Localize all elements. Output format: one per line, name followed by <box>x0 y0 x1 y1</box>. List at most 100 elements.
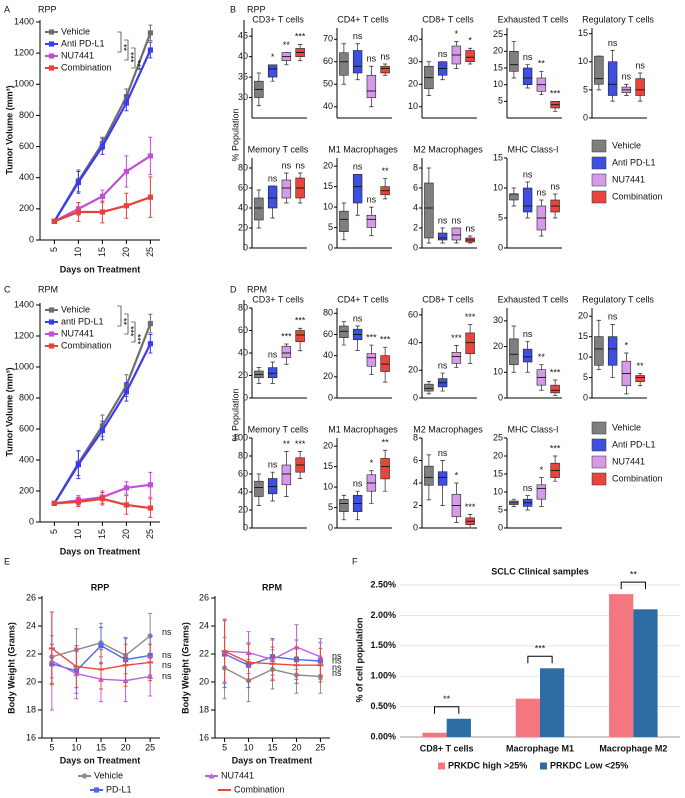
box <box>536 484 547 500</box>
x-tick-label: 20 <box>121 529 131 539</box>
y-tick-label: 40 <box>238 347 248 357</box>
y-tick-label: 100 <box>233 432 248 442</box>
significance: ns <box>353 479 363 489</box>
annotation: *** <box>133 60 143 71</box>
y-tick-label: 1200 <box>14 48 34 58</box>
y-tick-label: 8 <box>413 432 418 442</box>
marker <box>48 319 55 325</box>
marker <box>147 505 153 511</box>
y-axis-label: Tumor Volume (mm³) <box>4 85 14 174</box>
box <box>635 78 645 96</box>
significance: ns <box>353 313 363 323</box>
marker <box>99 209 105 215</box>
y-tick-label: 18 <box>26 704 36 714</box>
y-tick-label: 0 <box>413 392 418 402</box>
y-axis-label: Body Weight (Grams) <box>180 622 190 714</box>
marker <box>245 661 252 664</box>
box <box>607 61 618 96</box>
x-tick-label: 10 <box>73 247 83 257</box>
legend-label: Anti PD-L1 <box>612 157 656 167</box>
marker <box>93 787 100 793</box>
box <box>295 330 305 343</box>
y-tick-label: 0 <box>498 242 503 252</box>
marker <box>48 307 55 313</box>
significance: *** <box>465 312 476 322</box>
marker <box>98 643 104 649</box>
y-tick-label: 5 <box>583 372 588 382</box>
annotation: ns <box>162 671 172 681</box>
x-tick-label: 5 <box>49 247 59 252</box>
annotation: ns <box>332 663 342 673</box>
y-axis-label: % Population <box>230 108 240 161</box>
x-axis-label: Days on Treatment <box>60 546 141 556</box>
y-tick-label: 30 <box>238 92 248 102</box>
significance: ns <box>608 312 618 322</box>
annotation: ns <box>162 660 172 670</box>
y-axis-label: % of cell population <box>354 618 364 703</box>
x-tick-label: 15 <box>97 529 107 539</box>
x-tick-label: 10 <box>71 742 81 752</box>
marker <box>147 321 153 327</box>
bracket <box>124 313 129 335</box>
box <box>550 384 560 394</box>
y-tick-label: 15 <box>493 152 503 162</box>
y-tick-label: 0 <box>328 242 333 252</box>
y-tick-label: 15 <box>578 331 588 341</box>
bracket <box>527 655 553 664</box>
bar <box>446 718 471 737</box>
subplot-title: CD4+ T cells <box>337 294 389 304</box>
y-tick-label: 1.50% <box>370 640 396 650</box>
bar <box>515 698 540 737</box>
significance: ns <box>268 349 278 359</box>
significance: ns <box>380 51 390 61</box>
box <box>339 325 349 338</box>
y-tick-label: 20 <box>199 676 209 686</box>
annotation: *** <box>133 334 143 345</box>
marker <box>221 650 228 653</box>
significance: ns <box>452 215 462 225</box>
box <box>366 353 377 367</box>
box <box>281 464 292 486</box>
bracket <box>131 321 136 343</box>
significance: ns <box>268 460 278 470</box>
legend-swatch <box>591 421 607 435</box>
significance: * <box>468 36 472 46</box>
significance: ** <box>637 361 645 371</box>
significance: * <box>370 458 374 468</box>
y-tick-label: 1200 <box>14 330 34 340</box>
legend-label: Combination <box>234 784 285 794</box>
y-tick-label: 0 <box>29 516 34 526</box>
legend-swatch <box>591 156 607 170</box>
significance: ns <box>537 187 547 197</box>
significance: ns <box>282 160 292 170</box>
legend-label: Combination <box>61 62 112 72</box>
chart-title: RPM <box>247 284 267 294</box>
box <box>465 50 475 63</box>
y-tick-label: 0.00% <box>370 731 396 741</box>
significance: ns <box>295 160 305 170</box>
marker <box>123 168 129 175</box>
subplot-title: CD3+ T cells <box>252 14 304 24</box>
y-tick-label: 80 <box>238 450 248 460</box>
legend-swatch <box>438 762 445 770</box>
panel-label: B <box>230 4 236 14</box>
y-tick-label: 20 <box>493 450 503 460</box>
y-tick-label: 20 <box>238 504 248 514</box>
marker <box>147 30 153 36</box>
box <box>267 185 278 209</box>
y-tick-label: 16 <box>199 732 209 742</box>
box <box>522 187 533 213</box>
x-axis-label: Days on Treatment <box>232 755 313 765</box>
significance: *** <box>366 332 377 342</box>
x-tick-label: 15 <box>96 742 106 752</box>
subplot-title: MHC Class-I <box>508 144 559 154</box>
legend-label: NU7441 <box>61 50 94 60</box>
bracket <box>434 706 460 714</box>
y-tick-label: 2.00% <box>370 610 396 620</box>
y-tick-label: 22 <box>199 648 209 658</box>
significance: *** <box>550 367 561 377</box>
y-tick-label: 25 <box>493 432 503 442</box>
y-tick-label: 1000 <box>14 361 34 371</box>
y-tick-label: 0 <box>243 242 248 252</box>
